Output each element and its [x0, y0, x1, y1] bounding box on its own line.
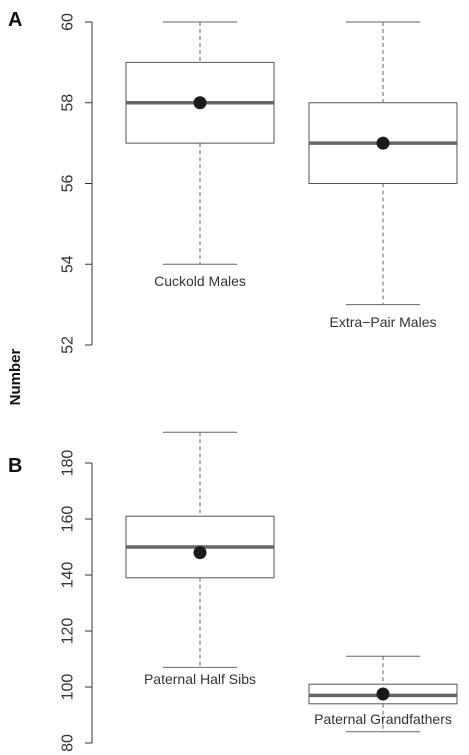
- panel-a: A 52 54 56 58 60 Cuckold Males Extra−Pair Male…: [8, 9, 458, 354]
- mean-dot: [376, 687, 390, 701]
- box-2: Paternal Grandfathers: [308, 655, 458, 733]
- category-label: Paternal Grandfathers: [314, 711, 452, 727]
- box-1: Cuckold Males: [125, 21, 275, 289]
- y-axis-label: Number: [7, 349, 24, 406]
- panel-b: B 80 100 120 140 160 180 Paternal Half Sibs Pat…: [8, 431, 458, 752]
- category-label: Extra−Pair Males: [330, 314, 437, 330]
- y-tick-label: 56: [60, 175, 77, 193]
- y-tick-label: 52: [60, 336, 77, 354]
- y-tick-label: 120: [60, 618, 77, 645]
- panel-a-letter: A: [8, 9, 22, 31]
- y-tick-label: 54: [60, 255, 77, 273]
- y-tick-label: 100: [60, 674, 77, 701]
- y-tick-label: 140: [60, 562, 77, 589]
- box-1: Paternal Half Sibs: [125, 431, 275, 687]
- y-tick-label: 160: [60, 506, 77, 533]
- y-tick-label: 80: [60, 734, 77, 752]
- box-2: Extra−Pair Males: [308, 21, 458, 330]
- y-tick-label: 58: [60, 94, 77, 112]
- mean-dot: [376, 136, 390, 150]
- category-label: Paternal Half Sibs: [144, 671, 256, 687]
- y-tick-label: 180: [60, 450, 77, 477]
- category-label: Cuckold Males: [154, 273, 246, 289]
- panel-b-letter: B: [8, 455, 22, 477]
- y-tick-label: 60: [60, 13, 77, 31]
- mean-dot: [193, 546, 207, 560]
- mean-dot: [193, 96, 207, 110]
